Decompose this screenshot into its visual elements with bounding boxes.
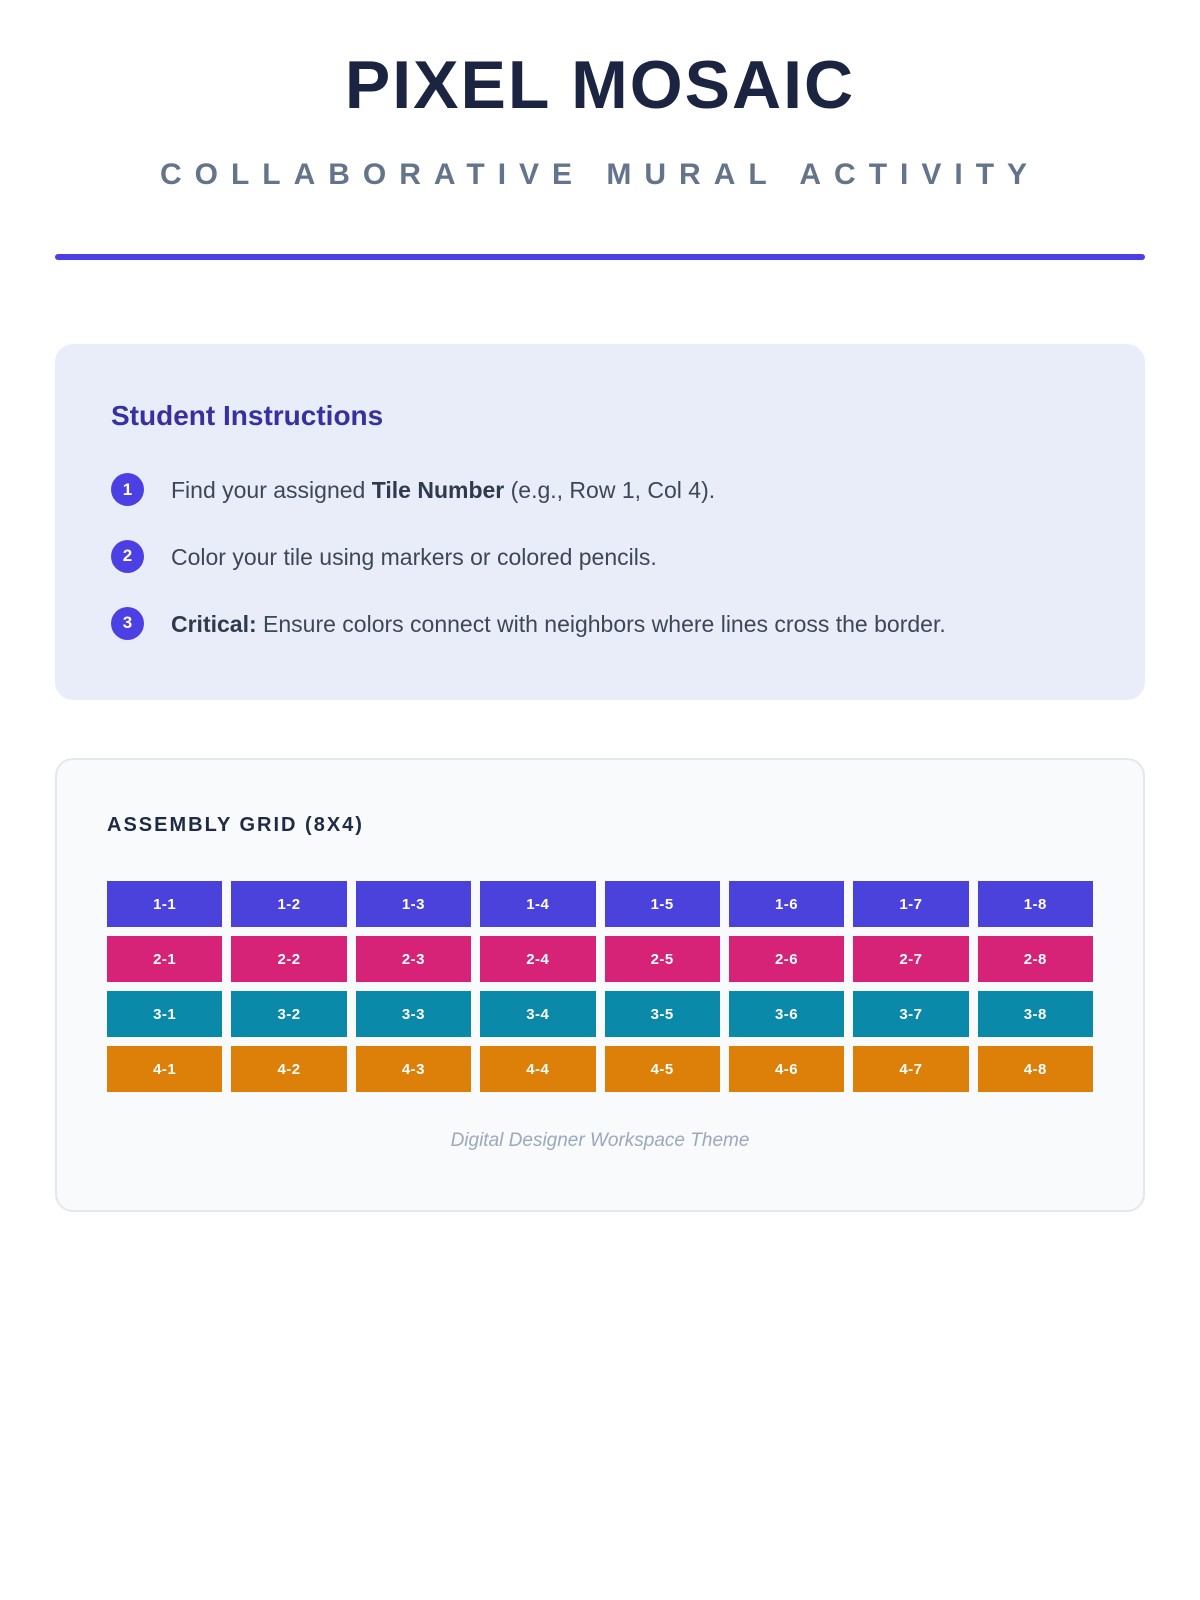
- grid-tile-4-4: 4-4: [480, 1046, 596, 1093]
- step-3-text-after: Ensure colors connect with neighbors whe…: [256, 610, 946, 637]
- grid-tile-2-4: 2-4: [480, 936, 596, 983]
- grid-tile-4-6: 4-6: [728, 1046, 845, 1093]
- grid-tile-4-1: 4-1: [107, 1046, 223, 1093]
- grid-tile-1-1: 1-1: [107, 881, 223, 928]
- instructions-step-list: 1 Find your assigned Tile Number (e.g., …: [111, 472, 1089, 642]
- grid-tile-1-6: 1-6: [728, 881, 845, 928]
- grid-tile-2-5: 2-5: [604, 936, 720, 983]
- step-1-text: Find your assigned Tile Number (e.g., Ro…: [171, 472, 715, 509]
- grid-tile-1-8: 1-8: [977, 881, 1093, 928]
- grid-tile-4-2: 4-2: [231, 1046, 347, 1093]
- grid-tile-3-6: 3-6: [728, 991, 845, 1038]
- step-3-number-badge: 3: [111, 606, 144, 640]
- grid-tile-4-5: 4-5: [604, 1046, 720, 1093]
- step-1-number-badge: 1: [111, 473, 144, 506]
- grid-tile-3-3: 3-3: [355, 991, 472, 1038]
- grid-tile-2-1: 2-1: [107, 936, 223, 983]
- assembly-grid: 1-1 1-2 1-3 1-4 1-5 1-6 1-7 1-8 2-1 2-2 2-3 2-4 2-5 2…: [107, 881, 1093, 1093]
- step-1-text-bold: Tile Number: [371, 477, 505, 503]
- assembly-grid-heading: ASSEMBLY GRID (8X4): [107, 814, 364, 837]
- grid-tile-3-5: 3-5: [604, 991, 720, 1038]
- grid-tile-2-7: 2-7: [853, 936, 969, 983]
- step-3-text-bold: Critical:: [171, 610, 257, 637]
- page-subtitle: COLLABORATIVE MURAL ACTIVITY: [159, 158, 1041, 191]
- grid-tile-3-8: 3-8: [977, 991, 1093, 1038]
- step-1-text-before: Find your assigned: [171, 477, 372, 503]
- grid-tile-1-7: 1-7: [853, 881, 969, 928]
- grid-tile-3-4: 3-4: [480, 991, 596, 1038]
- header-divider: [55, 254, 1145, 260]
- grid-tile-1-2: 1-2: [231, 881, 347, 928]
- grid-caption: Digital Designer Workspace Theme: [450, 1130, 750, 1152]
- grid-tile-2-6: 2-6: [728, 936, 845, 983]
- step-2-text: Color your tile using markers or colored…: [171, 539, 657, 576]
- worksheet-page: PIXEL MOSAIC COLLABORATIVE MURAL ACTIVIT…: [55, 0, 1145, 1213]
- step-2-number-badge: 2: [111, 539, 144, 573]
- step-3-text: Critical: Ensure colors connect with nei…: [171, 606, 946, 643]
- grid-tile-1-3: 1-3: [355, 881, 472, 928]
- grid-tile-4-8: 4-8: [977, 1046, 1093, 1093]
- grid-tile-1-4: 1-4: [480, 881, 596, 928]
- grid-tile-3-7: 3-7: [853, 991, 969, 1038]
- page-title: PIXEL MOSAIC: [344, 47, 856, 123]
- instruction-step-3: 3 Critical: Ensure colors connect with n…: [111, 606, 1089, 643]
- page-header: PIXEL MOSAIC COLLABORATIVE MURAL ACTIVIT…: [55, 46, 1145, 260]
- step-2-text-after: Color your tile using markers or colored…: [171, 543, 657, 570]
- grid-tile-2-2: 2-2: [231, 936, 347, 983]
- instructions-heading: Student Instructions: [111, 400, 384, 431]
- grid-tile-2-8: 2-8: [977, 936, 1093, 983]
- instructions-card: Student Instructions 1 Find your assigne…: [55, 344, 1145, 701]
- grid-tile-3-1: 3-1: [107, 991, 223, 1038]
- grid-tile-2-3: 2-3: [355, 936, 472, 983]
- grid-tile-4-3: 4-3: [355, 1046, 472, 1093]
- grid-tile-3-2: 3-2: [231, 991, 347, 1038]
- assembly-grid-card: ASSEMBLY GRID (8X4) 1-1 1-2 1-3 1-4 1-5 1-6 1-…: [55, 758, 1145, 1213]
- instruction-step-1: 1 Find your assigned Tile Number (e.g., …: [111, 472, 1089, 509]
- instruction-step-2: 2 Color your tile using markers or color…: [111, 539, 1089, 576]
- grid-tile-1-5: 1-5: [604, 881, 720, 928]
- grid-tile-4-7: 4-7: [853, 1046, 969, 1093]
- step-1-text-after: (e.g., Row 1, Col 4).: [504, 477, 716, 503]
